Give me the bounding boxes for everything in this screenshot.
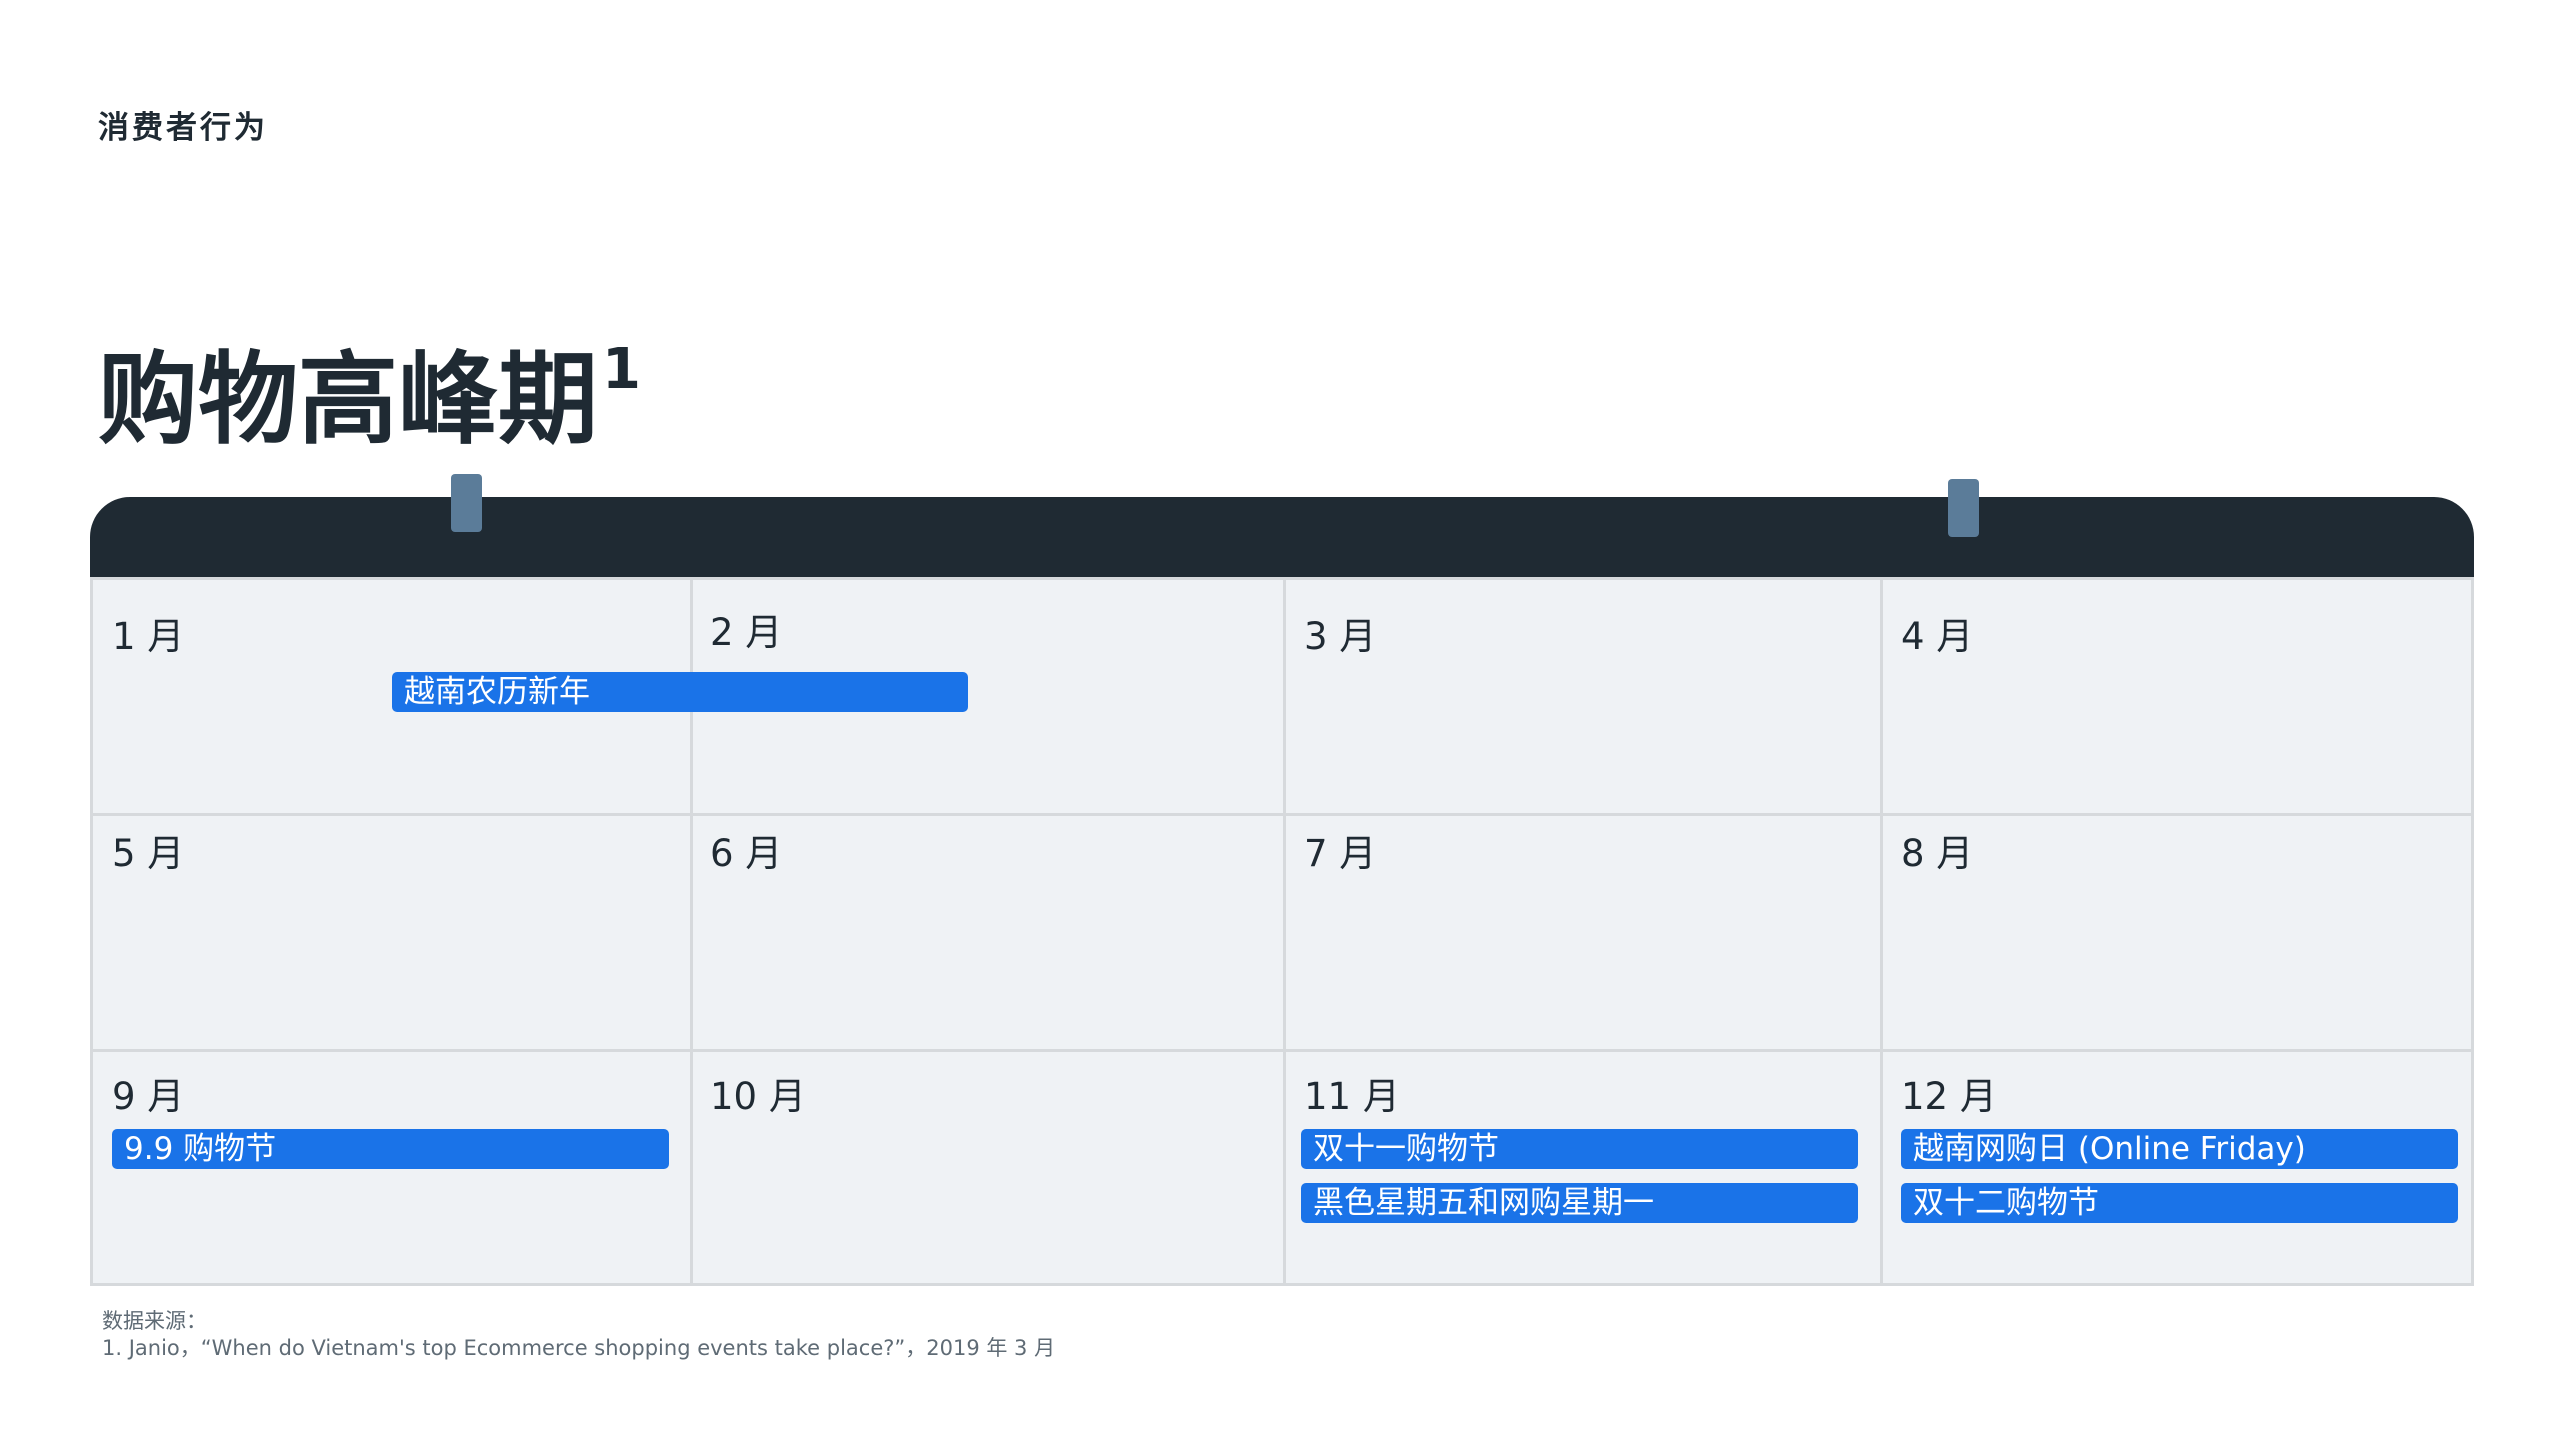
page-title-text: 购物高峰期 bbox=[98, 341, 598, 458]
calendar-header-bar bbox=[90, 497, 2474, 577]
month-label-feb: 2 月 bbox=[710, 611, 783, 654]
month-label-nov: 11 月 bbox=[1304, 1075, 1400, 1118]
month-label-aug: 8 月 bbox=[1901, 832, 1974, 875]
month-label-may: 5 月 bbox=[112, 832, 185, 875]
event-tet-lunar-new-year: 越南农历新年 bbox=[392, 672, 968, 712]
grid-divider bbox=[1283, 580, 1286, 1283]
month-label-apr: 4 月 bbox=[1901, 615, 1974, 658]
footnote-source-label: 数据来源： bbox=[102, 1309, 207, 1333]
event-11-11-sale: 双十一购物节 bbox=[1301, 1129, 1858, 1169]
grid-divider bbox=[1880, 580, 1883, 1283]
calendar-grid: 1 月 2 月 3 月 4 月 5 月 6 月 7 月 8 月 9 月 10 月… bbox=[90, 577, 2474, 1286]
footnote-reference: 1. Janio，“When do Vietnam's top Ecommerc… bbox=[102, 1336, 1056, 1360]
month-label-dec: 12 月 bbox=[1901, 1075, 1997, 1118]
footnote-marker: 1 bbox=[602, 337, 641, 402]
grid-divider bbox=[93, 813, 2471, 816]
calendar-binder-ring-icon bbox=[451, 474, 482, 532]
month-label-jul: 7 月 bbox=[1304, 832, 1377, 875]
section-label: 消费者行为 bbox=[98, 110, 268, 146]
footnote: 数据来源： 1. Janio，“When do Vietnam's top Ec… bbox=[102, 1308, 1055, 1362]
grid-divider bbox=[93, 1049, 2471, 1052]
event-9-9-sale: 9.9 购物节 bbox=[112, 1129, 669, 1169]
month-label-jan: 1 月 bbox=[112, 615, 185, 658]
month-label-jun: 6 月 bbox=[710, 832, 783, 875]
month-label-oct: 10 月 bbox=[710, 1075, 806, 1118]
event-12-12-sale: 双十二购物节 bbox=[1901, 1183, 2458, 1223]
month-label-mar: 3 月 bbox=[1304, 615, 1377, 658]
page-title: 购物高峰期1 bbox=[98, 342, 641, 450]
month-label-sep: 9 月 bbox=[112, 1075, 185, 1118]
grid-divider bbox=[690, 580, 693, 1283]
event-online-friday: 越南网购日 (Online Friday) bbox=[1901, 1129, 2458, 1169]
event-black-friday-cyber-monday: 黑色星期五和网购星期一 bbox=[1301, 1183, 1858, 1223]
calendar-binder-ring-icon bbox=[1948, 479, 1979, 537]
